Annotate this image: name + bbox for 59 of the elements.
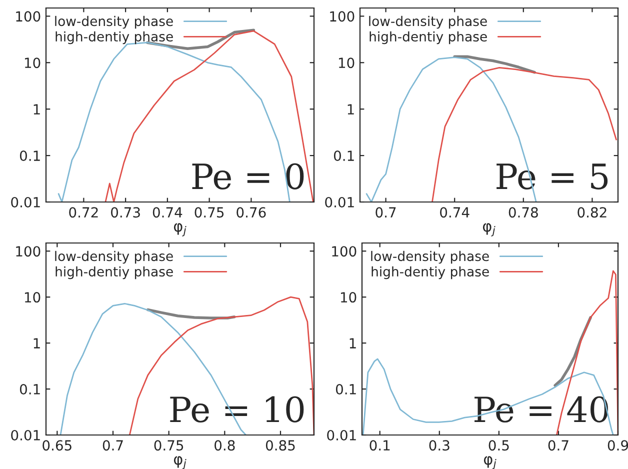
y-tick-label: 100 <box>332 246 356 257</box>
line-series <box>366 56 537 202</box>
x-axis-title: φ$_{j}$ <box>482 223 496 236</box>
x-tick-label: 0.73 <box>111 207 140 218</box>
legend-label: low-density phase <box>55 16 173 29</box>
x-tick-label: 0.1 <box>370 440 390 451</box>
x-tick-label: 0.85 <box>266 440 295 451</box>
y-tick-label: 100 <box>16 11 40 22</box>
x-tick-label: 0.65 <box>42 440 72 451</box>
y-tick-label: 10 <box>24 58 40 68</box>
y-tick-label: 10 <box>338 58 354 68</box>
legend-label: high-dentiy phase <box>56 266 173 280</box>
line-series <box>362 358 614 435</box>
x-tick-label: 0.7 <box>548 440 568 451</box>
y-tick-label: 0.01 <box>327 430 356 440</box>
x-tick-label: 0.78 <box>508 207 538 218</box>
y-tick-label: 100 <box>330 11 354 22</box>
line-series <box>432 66 617 202</box>
y-tick-label: 10 <box>24 292 40 303</box>
y-tick-label: 1 <box>350 338 356 348</box>
y-tick-label: 1 <box>34 104 40 114</box>
y-tick-label: 100 <box>16 246 40 257</box>
y-tick-label: 10 <box>340 292 356 303</box>
x-tick-label: 0.82 <box>578 207 606 218</box>
y-tick-label: 0.1 <box>336 384 356 394</box>
x-tick-label: 0.7 <box>376 207 396 218</box>
line-series <box>128 296 314 435</box>
annotation: Pe = 0 <box>192 163 304 190</box>
legend-label: high-dentiy phase <box>370 31 487 44</box>
x-tick-label: 0.5 <box>488 440 509 451</box>
legend-label: high-dentiy phase <box>56 31 173 44</box>
x-tick-label: 0.72 <box>69 207 98 218</box>
x-tick-label: 0.75 <box>194 207 224 218</box>
line-series <box>60 302 247 435</box>
x-tick-label: 0.74 <box>152 207 182 218</box>
x-tick-label: 0.9 <box>608 440 628 451</box>
x-axis-title: φ$_{j}$ <box>484 456 496 469</box>
y-tick-label: 0.01 <box>11 430 40 440</box>
x-axis-title: φ$_{j}$ <box>174 456 186 469</box>
y-tick-label: 0.01 <box>325 196 354 208</box>
x-tick-label: 0.75 <box>154 440 184 451</box>
y-tick-label: 0.1 <box>20 150 40 162</box>
x-tick-label: 0.74 <box>440 207 470 218</box>
x-axis-title: φ$_{j}$ <box>174 223 186 236</box>
line-series <box>453 55 536 74</box>
y-tick-label: 0.1 <box>334 150 354 162</box>
x-tick-label: 0.3 <box>429 440 450 451</box>
y-tick-label: 0.01 <box>11 196 40 208</box>
legend-label: low-density phase <box>369 16 487 29</box>
legend-label: high-dentiy phase <box>372 266 489 280</box>
line-series <box>556 270 618 435</box>
x-tick-label: 0.8 <box>214 440 235 451</box>
x-tick-label: 0.76 <box>236 207 266 218</box>
y-tick-label: 1 <box>348 104 354 114</box>
legend-label: low-density phase <box>371 250 489 264</box>
legend-label: low-density phase <box>55 250 173 264</box>
y-tick-label: 0.1 <box>20 384 40 394</box>
y-tick-label: 1 <box>34 338 40 348</box>
x-tick-label: 0.7 <box>102 440 123 451</box>
